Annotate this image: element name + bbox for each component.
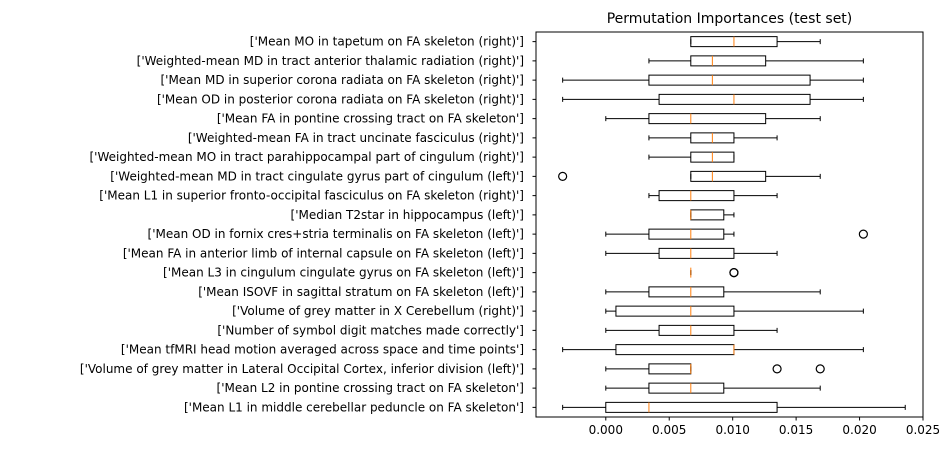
box-group: [605, 286, 821, 298]
box: [658, 190, 735, 202]
y-tick-label: ['Mean OD in fornix cres+stria terminali…: [148, 227, 524, 241]
box: [648, 228, 725, 240]
outlier-point: [558, 171, 568, 181]
y-tick-label: ['Median T2star in hippocampus (left)']: [291, 208, 524, 222]
outlier-point: [729, 268, 739, 278]
y-tick-label: ['Volume of grey matter in X Cerebellum …: [232, 304, 524, 318]
box: [648, 286, 725, 298]
box: [648, 113, 767, 125]
x-tick-label: 0.005: [652, 423, 686, 437]
box: [690, 55, 767, 67]
x-tick-label: 0.010: [715, 423, 749, 437]
y-tick-label: ['Mean MO in tapetum on FA skeleton (rig…: [250, 35, 524, 49]
outlier-point: [858, 229, 868, 239]
y-tick-labels: ['Mean MO in tapetum on FA skeleton (rig…: [80, 35, 536, 414]
y-tick-label: ['Number of symbol digit matches made co…: [217, 323, 524, 337]
box-group: [562, 401, 906, 413]
box-group: [605, 228, 868, 240]
box-group: [605, 247, 778, 259]
plot-area-frame: [535, 31, 924, 418]
box: [658, 93, 811, 105]
y-tick-label: ['Volume of grey matter in Lateral Occip…: [80, 362, 524, 376]
boxes-layer: [558, 36, 906, 413]
y-tick-label: ['Mean tfMRI head motion averaged across…: [121, 343, 524, 357]
y-tick-label: ['Mean MD in superior corona radiata on …: [160, 73, 524, 87]
y-tick-label: ['Mean L1 in superior fronto-occipital f…: [99, 189, 524, 203]
box-group: [562, 344, 864, 356]
x-axis: 0.000 0.005 0.010 0.015 0.020 0.025: [589, 417, 940, 437]
x-tick-label: 0.020: [842, 423, 876, 437]
y-tick-label: ['Weighted-mean FA in tract uncinate fas…: [188, 131, 524, 145]
box-group: [605, 363, 825, 375]
y-tick-label: ['Mean OD in posterior corona radiata on…: [157, 92, 524, 106]
box-group: [690, 267, 739, 278]
box-group: [605, 305, 864, 317]
box-group: [605, 382, 821, 394]
outlier-point: [815, 364, 825, 374]
y-tick-label: ['Mean FA in pontine crossing tract on F…: [217, 112, 524, 126]
y-tick-label: ['Weighted-mean MO in tract parahippocam…: [89, 150, 524, 164]
box-group: [562, 93, 864, 105]
box: [658, 247, 735, 259]
box: [690, 170, 767, 182]
box-group: [648, 55, 864, 67]
box: [658, 324, 735, 336]
box-group: [690, 209, 735, 221]
box: [648, 382, 725, 394]
y-tick-label: ['Mean ISOVF in sagittal stratum on FA s…: [198, 285, 524, 299]
x-tick-label: 0.000: [589, 423, 623, 437]
chart-title: Permutation Importances (test set): [607, 11, 853, 27]
box-group: [605, 113, 821, 125]
box-group: [558, 170, 821, 182]
box: [690, 209, 725, 221]
box: [648, 363, 692, 375]
box-group: [605, 324, 778, 336]
box: [648, 74, 811, 86]
y-tick-label: ['Mean L1 in middle cerebellar peduncle …: [184, 400, 524, 414]
box-group: [690, 36, 821, 48]
outlier-point: [772, 364, 782, 374]
x-tick-label: 0.025: [906, 423, 940, 437]
y-tick-label: ['Weighted-mean MD in tract anterior tha…: [137, 54, 524, 68]
box-group: [648, 151, 735, 163]
y-tick-label: ['Weighted-mean MD in tract cingulate gy…: [110, 169, 524, 183]
box: [605, 401, 778, 413]
x-tick-label: 0.015: [779, 423, 813, 437]
box: [615, 305, 735, 317]
box: [615, 344, 735, 356]
box-group: [562, 74, 864, 86]
y-tick-label: ['Mean L3 in cingulum cingulate gyrus on…: [163, 266, 524, 280]
box-group: [648, 190, 778, 202]
box-group: [648, 132, 778, 144]
y-tick-label: ['Mean L2 in pontine crossing tract on F…: [217, 381, 524, 395]
y-tick-label: ['Mean FA in anterior limb of internal c…: [123, 246, 524, 260]
